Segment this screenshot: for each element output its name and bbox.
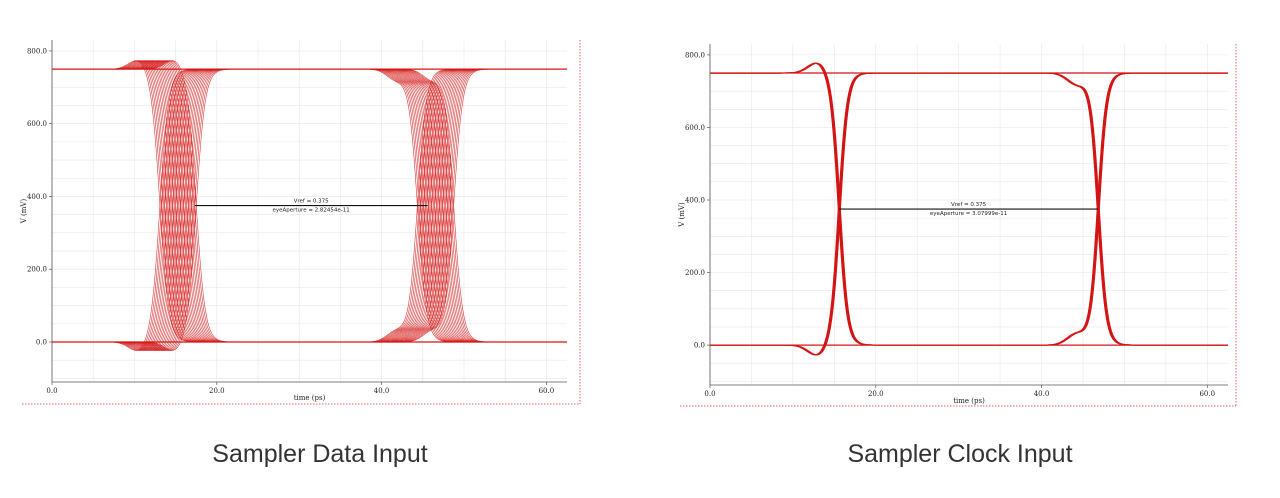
x-tick-label: 0.0 <box>704 390 715 398</box>
chart-caption-data: Sampler Data Input <box>212 440 428 468</box>
eye-aperture-annotation: eyeAperture = 2.82454e-11 <box>272 208 349 214</box>
grid <box>709 44 1228 385</box>
y-tick-label: 200.0 <box>685 269 705 277</box>
eye-diagram-clock-input: 0.0 200.0 400.0 600.0 800.0 0.0 20.0 40.0 60.0 ti… <box>678 44 1237 407</box>
eye-diagram-data-input: 0.0 200.0 400.0 600.0 800.0 0.0 20.0 40.0 60.0 ti… <box>20 40 581 405</box>
y-tick-label: 400.0 <box>27 193 47 201</box>
grid <box>51 40 567 382</box>
eye-diagram-panel-data: 0.0 200.0 400.0 600.0 800.0 0.0 20.0 40.0 60.0 ti… <box>20 40 581 468</box>
eye-traces <box>710 62 1228 356</box>
x-axis-title: time (ps) <box>294 394 326 402</box>
y-tick-label: 600.0 <box>27 120 47 128</box>
eye-aperture-annotation: eyeAperture = 3.07999e-11 <box>930 211 1007 217</box>
y-tick-label: 400.0 <box>685 196 705 204</box>
x-tick-label: 40.0 <box>374 387 390 395</box>
eye-traces <box>52 60 567 351</box>
x-tick-label: 40.0 <box>1034 390 1050 398</box>
x-tick-label: 20.0 <box>868 390 884 398</box>
eye-diagram-panel-clock: 0.0 200.0 400.0 600.0 800.0 0.0 20.0 40.0 60.0 ti… <box>640 0 1280 498</box>
x-tick-label: 60.0 <box>1199 390 1215 398</box>
x-tick-label: 60.0 <box>539 387 555 395</box>
y-tick-label: 800.0 <box>685 51 705 59</box>
y-axis-title: V (mV) <box>20 199 28 225</box>
y-tick-label: 600.0 <box>685 124 705 132</box>
y-tick-label: 0.0 <box>694 342 705 350</box>
x-tick-label: 20.0 <box>209 387 225 395</box>
y-tick-label: 200.0 <box>27 266 47 274</box>
x-axis-title: time (ps) <box>953 397 985 405</box>
y-tick-label: 800.0 <box>27 47 47 55</box>
vref-annotation: Vref = 0.375 <box>294 199 330 205</box>
vref-annotation: Vref = 0.375 <box>951 202 987 208</box>
y-axis-title: V (mV) <box>678 202 686 228</box>
x-tick-label: 0.0 <box>46 387 57 395</box>
chart-caption-clock: Sampler Clock Input <box>847 440 1073 468</box>
y-tick-label: 0.0 <box>36 338 47 346</box>
